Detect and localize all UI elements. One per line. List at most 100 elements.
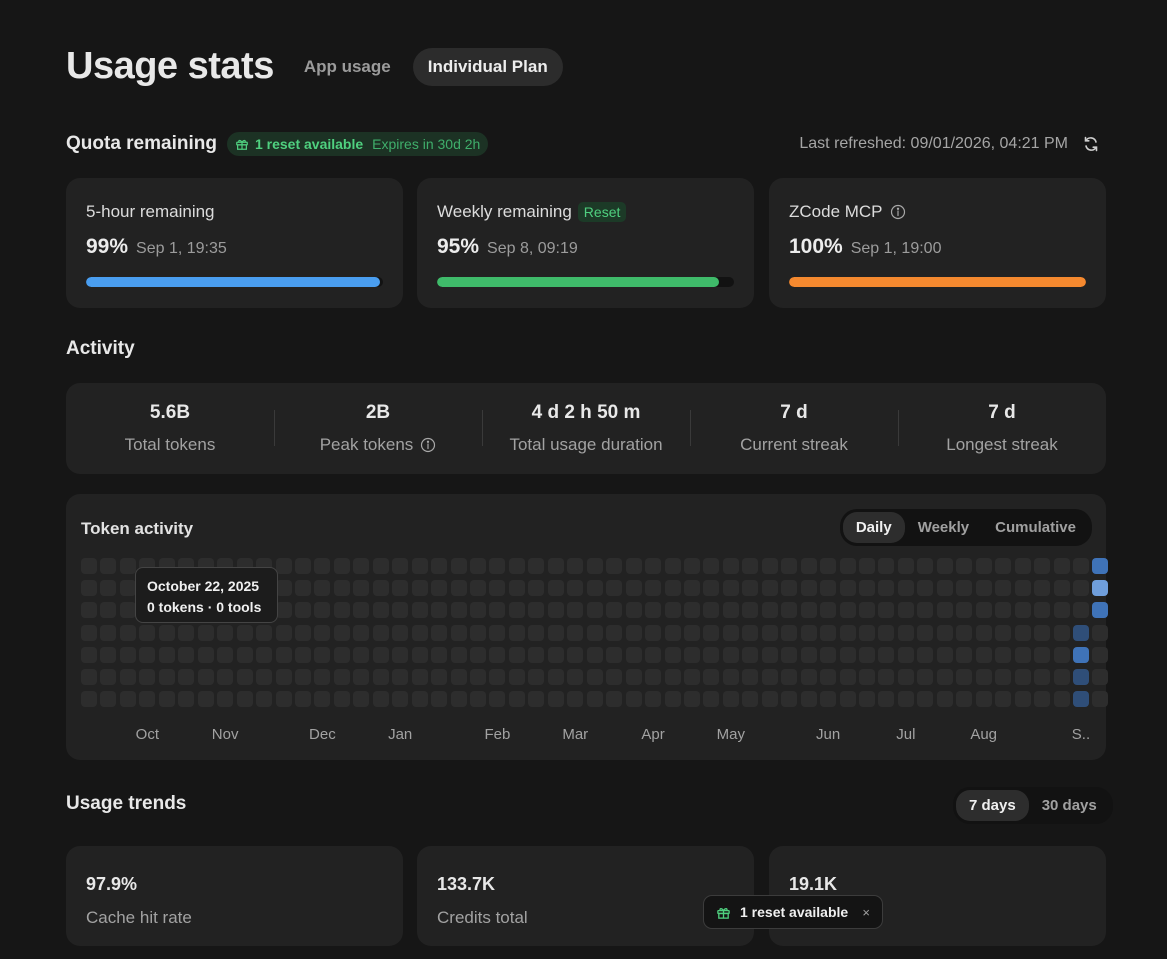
heatmap-cell[interactable]: [1092, 624, 1109, 641]
heatmap-cell[interactable]: [158, 646, 175, 663]
heatmap-cell[interactable]: [742, 669, 759, 685]
heatmap-cell[interactable]: [489, 580, 506, 597]
heatmap-cell[interactable]: [761, 646, 778, 663]
heatmap-cell[interactable]: [878, 580, 895, 597]
heatmap-cell[interactable]: [1092, 602, 1109, 619]
heatmap-cell[interactable]: [606, 646, 623, 663]
tab-individual-plan[interactable]: Individual Plan: [412, 47, 563, 86]
heatmap-cell[interactable]: [508, 691, 525, 708]
heatmap-cell[interactable]: [897, 580, 914, 597]
heatmap-cell[interactable]: [431, 669, 448, 685]
heatmap-cell[interactable]: [470, 646, 486, 663]
tab-app-usage[interactable]: App usage: [303, 56, 391, 76]
heatmap-cell[interactable]: [178, 669, 195, 685]
heatmap-cell[interactable]: [236, 691, 253, 708]
heatmap-cell[interactable]: [625, 558, 642, 574]
heatmap-cell[interactable]: [1014, 669, 1031, 685]
heatmap-cell[interactable]: [1072, 624, 1089, 641]
heatmap-cell[interactable]: [859, 602, 875, 619]
heatmap-cell[interactable]: [294, 558, 311, 574]
heatmap-cell[interactable]: [139, 691, 156, 708]
heatmap-cell[interactable]: [353, 558, 370, 574]
heatmap-cell[interactable]: [781, 669, 798, 685]
heatmap-cell[interactable]: [800, 580, 817, 597]
heatmap-cell[interactable]: [820, 602, 837, 619]
heatmap-cell[interactable]: [1072, 669, 1089, 685]
heatmap-cell[interactable]: [256, 624, 273, 641]
refresh-icon[interactable]: [1082, 135, 1100, 153]
heatmap-cell[interactable]: [528, 646, 545, 663]
heatmap-cell[interactable]: [664, 624, 681, 641]
heatmap-cell[interactable]: [897, 669, 914, 685]
heatmap-cell[interactable]: [333, 558, 350, 574]
heatmap-cell[interactable]: [411, 580, 428, 597]
heatmap-cell[interactable]: [197, 646, 214, 663]
heatmap-cell[interactable]: [625, 602, 642, 619]
heatmap-cell[interactable]: [567, 580, 584, 597]
heatmap-cell[interactable]: [197, 669, 214, 685]
heatmap-cell[interactable]: [995, 669, 1012, 685]
heatmap-cell[interactable]: [119, 580, 136, 597]
heatmap-cell[interactable]: [781, 624, 798, 641]
heatmap-cell[interactable]: [645, 580, 662, 597]
heatmap-cell[interactable]: [645, 624, 662, 641]
heatmap-cell[interactable]: [1053, 691, 1070, 708]
heatmap-cell[interactable]: [217, 646, 234, 663]
heatmap-cell[interactable]: [1034, 558, 1051, 574]
heatmap-cell[interactable]: [508, 558, 525, 574]
heatmap-cell[interactable]: [917, 624, 934, 641]
heatmap-cell[interactable]: [450, 558, 467, 574]
heatmap-cell[interactable]: [217, 624, 234, 641]
range-30-days-button[interactable]: 30 days: [1041, 797, 1097, 814]
heatmap-cell[interactable]: [372, 580, 389, 597]
heatmap-cell[interactable]: [81, 691, 97, 708]
heatmap-cell[interactable]: [508, 646, 525, 663]
heatmap-cell[interactable]: [508, 580, 525, 597]
heatmap-cell[interactable]: [995, 646, 1012, 663]
heatmap-cell[interactable]: [314, 646, 331, 663]
heatmap-cell[interactable]: [411, 558, 428, 574]
heatmap-cell[interactable]: [353, 669, 370, 685]
heatmap-cell[interactable]: [645, 646, 662, 663]
heatmap-cell[interactable]: [664, 669, 681, 685]
heatmap-cell[interactable]: [139, 624, 156, 641]
heatmap-cell[interactable]: [917, 669, 934, 685]
heatmap-cell[interactable]: [314, 558, 331, 574]
heatmap-cell[interactable]: [392, 646, 409, 663]
heatmap-cell[interactable]: [800, 558, 817, 574]
heatmap-cell[interactable]: [547, 669, 564, 685]
heatmap-cell[interactable]: [567, 558, 584, 574]
heatmap-cell[interactable]: [897, 691, 914, 708]
heatmap-cell[interactable]: [314, 624, 331, 641]
heatmap-cell[interactable]: [878, 646, 895, 663]
close-icon[interactable]: ×: [862, 904, 870, 920]
heatmap-cell[interactable]: [528, 580, 545, 597]
heatmap-cell[interactable]: [119, 669, 136, 685]
heatmap-cell[interactable]: [1053, 624, 1070, 641]
heatmap-cell[interactable]: [722, 580, 739, 597]
heatmap-cell[interactable]: [956, 580, 973, 597]
heatmap-cell[interactable]: [431, 646, 448, 663]
heatmap-cell[interactable]: [1092, 646, 1109, 663]
heatmap-cell[interactable]: [470, 624, 486, 641]
heatmap-cell[interactable]: [878, 669, 895, 685]
heatmap-cell[interactable]: [722, 558, 739, 574]
heatmap-cell[interactable]: [664, 580, 681, 597]
heatmap-cell[interactable]: [897, 646, 914, 663]
heatmap-cell[interactable]: [100, 602, 117, 619]
heatmap-cell[interactable]: [606, 602, 623, 619]
heatmap-cell[interactable]: [100, 558, 117, 574]
heatmap-cell[interactable]: [956, 646, 973, 663]
heatmap-cell[interactable]: [897, 602, 914, 619]
heatmap-cell[interactable]: [936, 669, 953, 685]
heatmap-cell[interactable]: [567, 691, 584, 708]
heatmap-cell[interactable]: [1072, 580, 1089, 597]
range-7-days-button[interactable]: 7 days: [956, 790, 1029, 821]
heatmap-cell[interactable]: [81, 558, 97, 574]
heatmap-cell[interactable]: [625, 691, 642, 708]
heatmap-cell[interactable]: [645, 602, 662, 619]
heatmap-cell[interactable]: [956, 624, 973, 641]
heatmap-cell[interactable]: [372, 624, 389, 641]
heatmap-cell[interactable]: [119, 691, 136, 708]
heatmap-cell[interactable]: [217, 691, 234, 708]
